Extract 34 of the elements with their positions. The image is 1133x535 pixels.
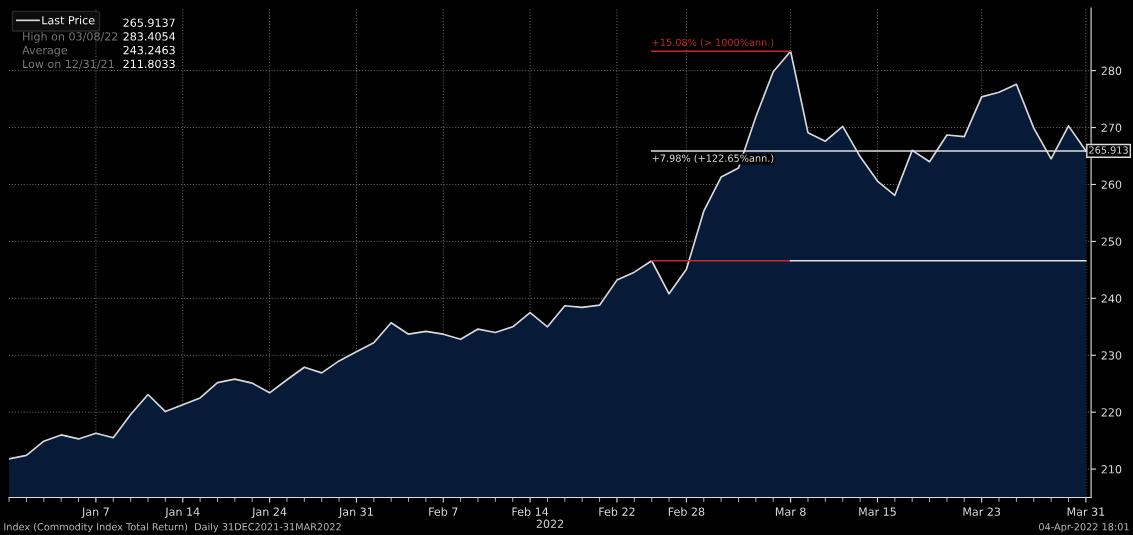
x-tick-label: Feb 7 [429, 507, 458, 516]
annotation: Average [22, 46, 68, 57]
annotation: 265.9137 [123, 18, 175, 27]
x-tick-label: Mar 15 [859, 507, 896, 516]
x-tick-label: Jan 24 [251, 507, 287, 518]
x-tick-label: Jan 14 [164, 507, 200, 518]
x-tick-label: Feb 22 [599, 507, 635, 516]
x-tick-label: Feb 14 [512, 507, 549, 516]
annotation: 211.8033 [123, 59, 175, 69]
annotation: +7.98% (+122.65%ann.) [652, 154, 774, 163]
text: Index (Commodity Index Total Return) Daily 31DEC2021-31MAR2022 [4, 522, 341, 533]
x-tick-label: Mar 31 [1067, 507, 1105, 516]
y-tick-label: 260 [1101, 180, 1122, 189]
legend-label: Last Price [42, 15, 95, 25]
y-tick-label: 280 [1101, 66, 1122, 76]
annotation: High on 03/08/22 [23, 32, 118, 43]
x-tick-label: Feb 28 [668, 507, 705, 516]
text: 04-Apr-2022 18:01 [1039, 523, 1129, 533]
x-axis-title: 2022 [536, 519, 564, 529]
annotation: 243.2463 [123, 45, 175, 55]
y-tick-label: 220 [1101, 408, 1122, 417]
y-tick-label: 210 [1101, 465, 1122, 474]
x-tick-label: Mar 8 [775, 507, 806, 516]
annotation: 265.913 [1089, 146, 1128, 154]
x-tick-label: Jan 7 [81, 507, 109, 518]
annotation: Low on 12/31/21 [23, 59, 114, 69]
y-tick-label: 240 [1101, 294, 1122, 303]
annotation: 283.4054 [123, 32, 176, 41]
y-tick-label: 250 [1101, 237, 1122, 246]
y-tick-label: 230 [1101, 351, 1122, 360]
x-tick-label: Mar 23 [963, 507, 1001, 516]
y-tick-label: 270 [1101, 123, 1122, 132]
annotation: +15.08% (> 1000%ann.) [652, 38, 774, 48]
x-tick-label: Jan 31 [338, 507, 373, 518]
